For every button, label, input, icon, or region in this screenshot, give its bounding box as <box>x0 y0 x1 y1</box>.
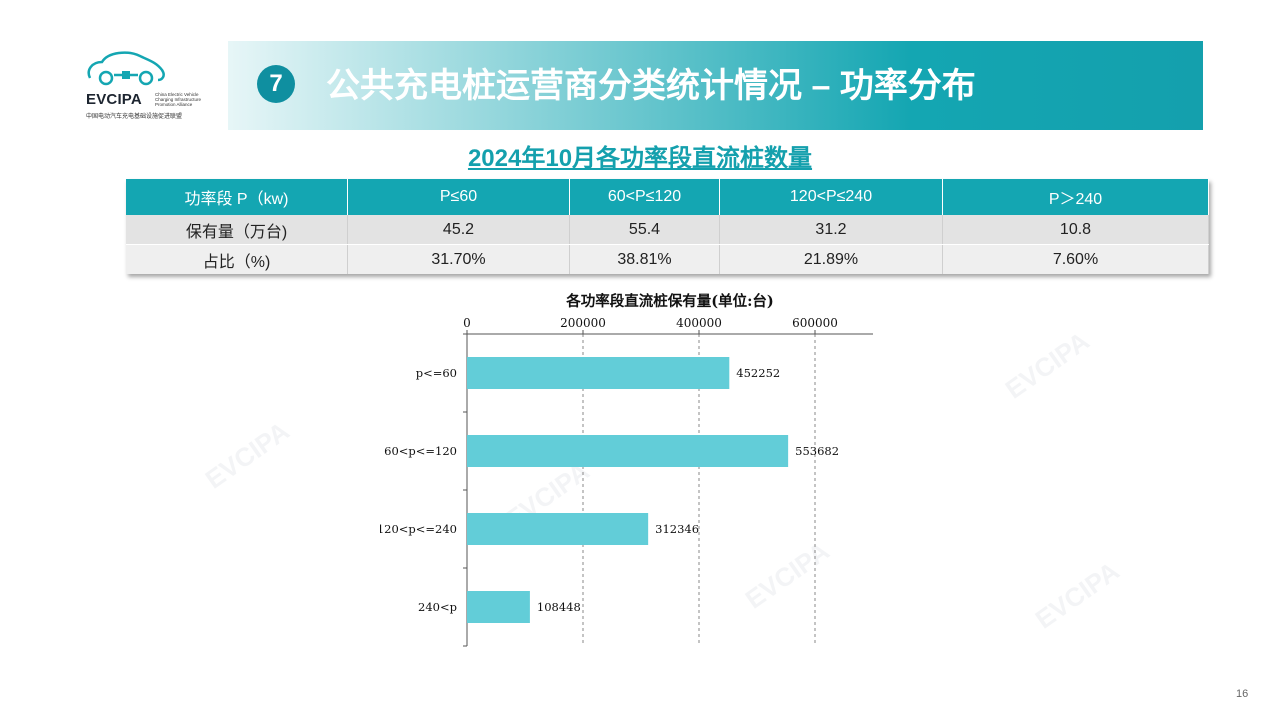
table-cell: 31.70% <box>347 244 570 274</box>
table-cell: 38.81% <box>569 244 720 274</box>
table-cell: 7.60% <box>942 244 1209 274</box>
table-cell: 31.2 <box>719 215 943 245</box>
evcipa-logo: EVCIPA China Electric Vehicle Charging I… <box>80 48 220 128</box>
table-header-cell: 功率段 P（kw) <box>126 179 348 215</box>
x-tick-label: 400000 <box>676 316 722 330</box>
table-cell: 21.89% <box>719 244 943 274</box>
data-label: 108448 <box>537 600 581 614</box>
section-number-badge: 7 <box>257 65 295 103</box>
category-label: 240<p <box>418 600 457 614</box>
page-number: 16 <box>1236 688 1249 700</box>
power-distribution-table: 功率段 P（kw) P≤60 60<P≤120 120<P≤240 P＞240 … <box>126 179 1209 274</box>
table-title: 2024年10月各功率段直流桩数量 <box>467 145 813 172</box>
bar <box>467 513 649 545</box>
table-header-row: 功率段 P（kw) P≤60 60<P≤120 120<P≤240 P＞240 <box>126 179 1209 215</box>
watermark: EVCIPA <box>1029 555 1125 635</box>
bar <box>467 591 530 623</box>
data-label: 553682 <box>795 444 839 458</box>
category-label: 60<p<=120 <box>384 444 457 458</box>
data-label: 312346 <box>655 522 699 536</box>
page-title: 公共充电桩运营商分类统计情况 – 功率分布 <box>326 67 976 105</box>
bar <box>467 435 789 467</box>
title-banner <box>228 41 1203 130</box>
data-label: 452252 <box>736 366 780 380</box>
table-header-cell: P＞240 <box>942 179 1209 215</box>
chart-title: 各功率段直流桩保有量(单位:台) <box>566 293 774 310</box>
table-header-cell: 120<P≤240 <box>719 179 943 215</box>
table-cell: 10.8 <box>942 215 1209 245</box>
logo-brand: EVCIPA <box>86 91 142 108</box>
table-cell: 45.2 <box>347 215 570 245</box>
car-plug-icon <box>87 51 165 86</box>
table-row: 占比（%) 31.70% 38.81% 21.89% 7.60% <box>126 244 1209 274</box>
table-cell: 保有量（万台) <box>126 215 348 245</box>
x-tick-label: 200000 <box>560 316 606 330</box>
watermark: EVCIPA <box>999 325 1095 405</box>
watermark: EVCIPA <box>199 415 295 495</box>
table-row: 保有量（万台) 45.2 55.4 31.2 10.8 <box>126 215 1209 245</box>
table-header-cell: 60<P≤120 <box>569 179 720 215</box>
category-label: 120<p<=240 <box>380 522 457 536</box>
table-cell: 占比（%) <box>126 244 348 274</box>
logo-english-text: China Electric Vehicle Charging Infrastr… <box>155 92 202 107</box>
category-label: p<=60 <box>416 366 457 380</box>
x-tick-label: 0 <box>463 316 471 330</box>
table-cell: 55.4 <box>569 215 720 245</box>
bar <box>467 357 730 389</box>
x-tick-label: 600000 <box>792 316 838 330</box>
logo-chinese-text: 中国电动汽车充电基础设施促进联盟 <box>86 114 183 120</box>
bar-chart: 0 200000 400000 600000 p<=60 452252 60<p<=120 5… <box>380 316 873 647</box>
table-header-cell: P≤60 <box>347 179 570 215</box>
